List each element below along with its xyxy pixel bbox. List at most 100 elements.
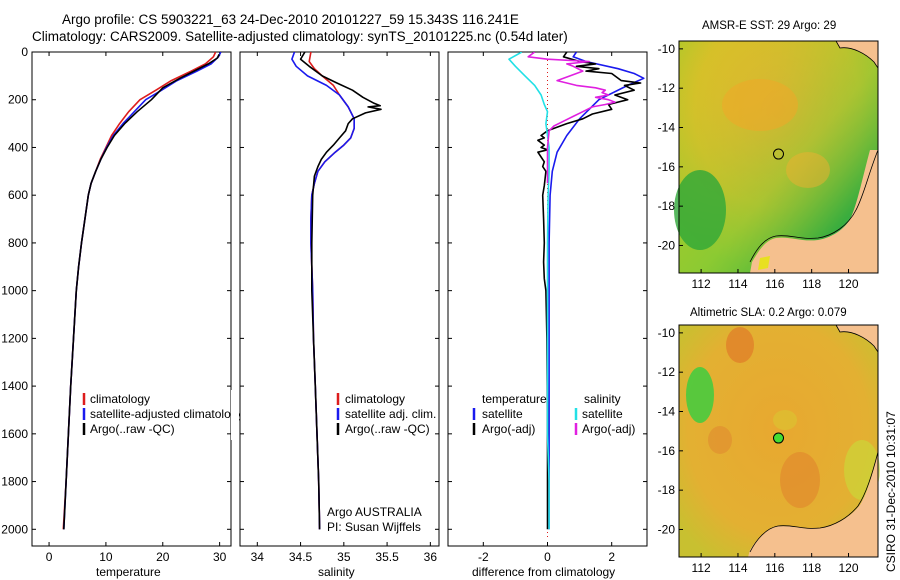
x-tick-label: 10 [99, 550, 113, 564]
x-tick-label: 34.5 [289, 550, 313, 564]
lon-tick-label: 112 [692, 277, 711, 291]
temperature-x-ticks: 0 10 20 30 [46, 52, 227, 564]
temperature-xlabel: temperature [96, 565, 161, 579]
temperature-series [62, 52, 222, 530]
x-tick-label: 30 [213, 550, 227, 564]
lon-tick-label: 114 [728, 561, 747, 575]
sst-map-frame [678, 40, 879, 274]
series-line-salinity-satellite [508, 52, 550, 530]
lat-tick-label: -16 [658, 444, 676, 458]
difference-x-ticks: -2 0 2 [478, 52, 615, 564]
sla-map-lat-ticks: -10 -12 -14 -16 -18 -20 [658, 326, 683, 536]
temperature-legend-climatology: climatology [90, 392, 150, 406]
temperature-panel: 0 200 400 600 800 1000 1200 1400 1600 1800 2000 0 1… [1, 45, 243, 579]
temperature-plot-frame [31, 51, 232, 547]
sla-map-lon-ticks: 112 114 116 118 120 [692, 553, 859, 575]
difference-panel: -2 0 2 difference from climatology tempera… [447, 51, 648, 579]
salinity-plot-frame [239, 51, 440, 547]
argo-float-marker [773, 432, 784, 444]
lat-tick-label: -14 [658, 121, 676, 135]
lat-tick-label: -16 [658, 160, 676, 174]
lat-tick-label: -12 [658, 81, 676, 95]
land-australia [748, 452, 878, 557]
lon-tick-label: 116 [765, 277, 784, 291]
sst-warm-patch [722, 79, 798, 131]
series-line-argo [299, 52, 382, 530]
coastline [749, 451, 879, 553]
x-tick-label: 34 [251, 550, 265, 564]
depth-tick-label: 1200 [1, 331, 28, 345]
land-australia [750, 150, 878, 273]
legend-overflow-mask [231, 390, 239, 440]
sla-high-patch [726, 327, 754, 363]
lat-tick-label: -20 [658, 522, 676, 536]
salinity-panel: 34 34.5 35 35.5 36 salinity climatology sate… [239, 51, 440, 579]
figure-title-line2: Climatology: CARS2009. Satellite-adjuste… [32, 29, 568, 44]
sst-map-title: AMSR-E SST: 29 Argo: 29 [702, 20, 836, 32]
lon-tick-label: 118 [802, 277, 821, 291]
sla-low-patch [686, 367, 714, 423]
lon-tick-label: 116 [765, 561, 784, 575]
lon-tick-label: 114 [728, 277, 747, 291]
series-line-salinity-argo [527, 52, 616, 184]
x-tick-label: 35 [337, 550, 351, 564]
salinity-legend-satellite: satellite adj. clim. [345, 407, 436, 421]
depth-tick-label: 2000 [1, 522, 28, 536]
csiro-timestamp: CSIRO 31-Dec-2010 10:31:07 [884, 411, 898, 572]
depth-tick-label: 200 [8, 93, 28, 107]
depth-tick-label: 1600 [1, 427, 28, 441]
sla-high-patch [708, 426, 732, 454]
depth-tick-label: 800 [8, 236, 28, 250]
lon-tick-label: 112 [692, 561, 711, 575]
x-tick-label: 2 [608, 550, 615, 564]
x-tick-label: 0 [544, 550, 551, 564]
depth-tick-label: 1000 [1, 284, 28, 298]
figure-title-line1: Argo profile: CS 5903221_63 24-Dec-2010 … [62, 12, 519, 27]
lat-tick-label: -14 [658, 405, 676, 419]
salinity-legend-climatology: climatology [345, 392, 405, 406]
sla-map-image [679, 324, 880, 557]
legend-temperature-satellite: satellite [482, 407, 523, 421]
sla-neutral-patch [773, 410, 797, 430]
x-tick-label: 20 [156, 550, 170, 564]
sst-map-image [674, 40, 879, 273]
x-tick-label: 0 [46, 550, 53, 564]
difference-legend: temperature salinity satellite satellite… [472, 392, 635, 436]
argo-float-marker [773, 148, 784, 160]
lon-tick-label: 120 [839, 561, 859, 575]
legend-salinity-argo: Argo(-adj) [582, 422, 635, 436]
lat-tick-label: -18 [658, 483, 676, 497]
depth-tick-label: 0 [21, 45, 28, 59]
legend-temperature-heading: temperature [482, 392, 547, 406]
salinity-legend-argo: Argo(..raw -QC) [345, 422, 430, 436]
sla-map-panel: Altimetric SLA: 0.2 Argo: 0.079 -10-12-1… [658, 307, 880, 575]
difference-y-ticks [448, 51, 647, 530]
salinity-xlabel: salinity [318, 565, 355, 579]
depth-axis-ticks: 0 200 400 600 800 1000 1200 1400 1600 1800 2000 [1, 45, 231, 536]
lon-tick-label: 118 [802, 561, 821, 575]
x-tick-label: 35.5 [375, 550, 399, 564]
sst-map-lon-ticks: 112 114 116 118 120 [692, 269, 859, 291]
legend-salinity-satellite: satellite [582, 407, 623, 421]
salinity-legend: climatology satellite adj. clim. Argo(..… [336, 392, 436, 436]
lat-tick-label: -20 [658, 238, 676, 252]
salinity-x-ticks: 34 34.5 35 35.5 36 [251, 52, 437, 564]
difference-xlabel: difference from climatology [472, 565, 615, 579]
sla-map-frame [678, 324, 879, 558]
argo-program-label: Argo AUSTRALIA [327, 505, 422, 519]
salinity-series [291, 52, 382, 530]
lon-tick-label: 120 [839, 277, 859, 291]
lat-tick-label: -18 [658, 199, 676, 213]
lat-tick-label: -10 [658, 42, 676, 56]
pi-name-label: PI: Susan Wijffels [327, 520, 421, 534]
x-tick-label: -2 [478, 550, 489, 564]
sst-map-panel: AMSR-E SST: 29 Argo: 29 -10 -12 -14 -16 -18 -… [658, 20, 879, 291]
temperature-legend-satellite: satellite-adjusted climatology [90, 407, 243, 421]
depth-tick-label: 400 [8, 140, 28, 154]
salinity-y-ticks [240, 51, 439, 530]
sla-high-patch [780, 452, 820, 508]
depth-tick-label: 1800 [1, 475, 28, 489]
temperature-legend-argo: Argo(..raw -QC) [90, 422, 175, 436]
sst-cool-patch [674, 170, 726, 250]
